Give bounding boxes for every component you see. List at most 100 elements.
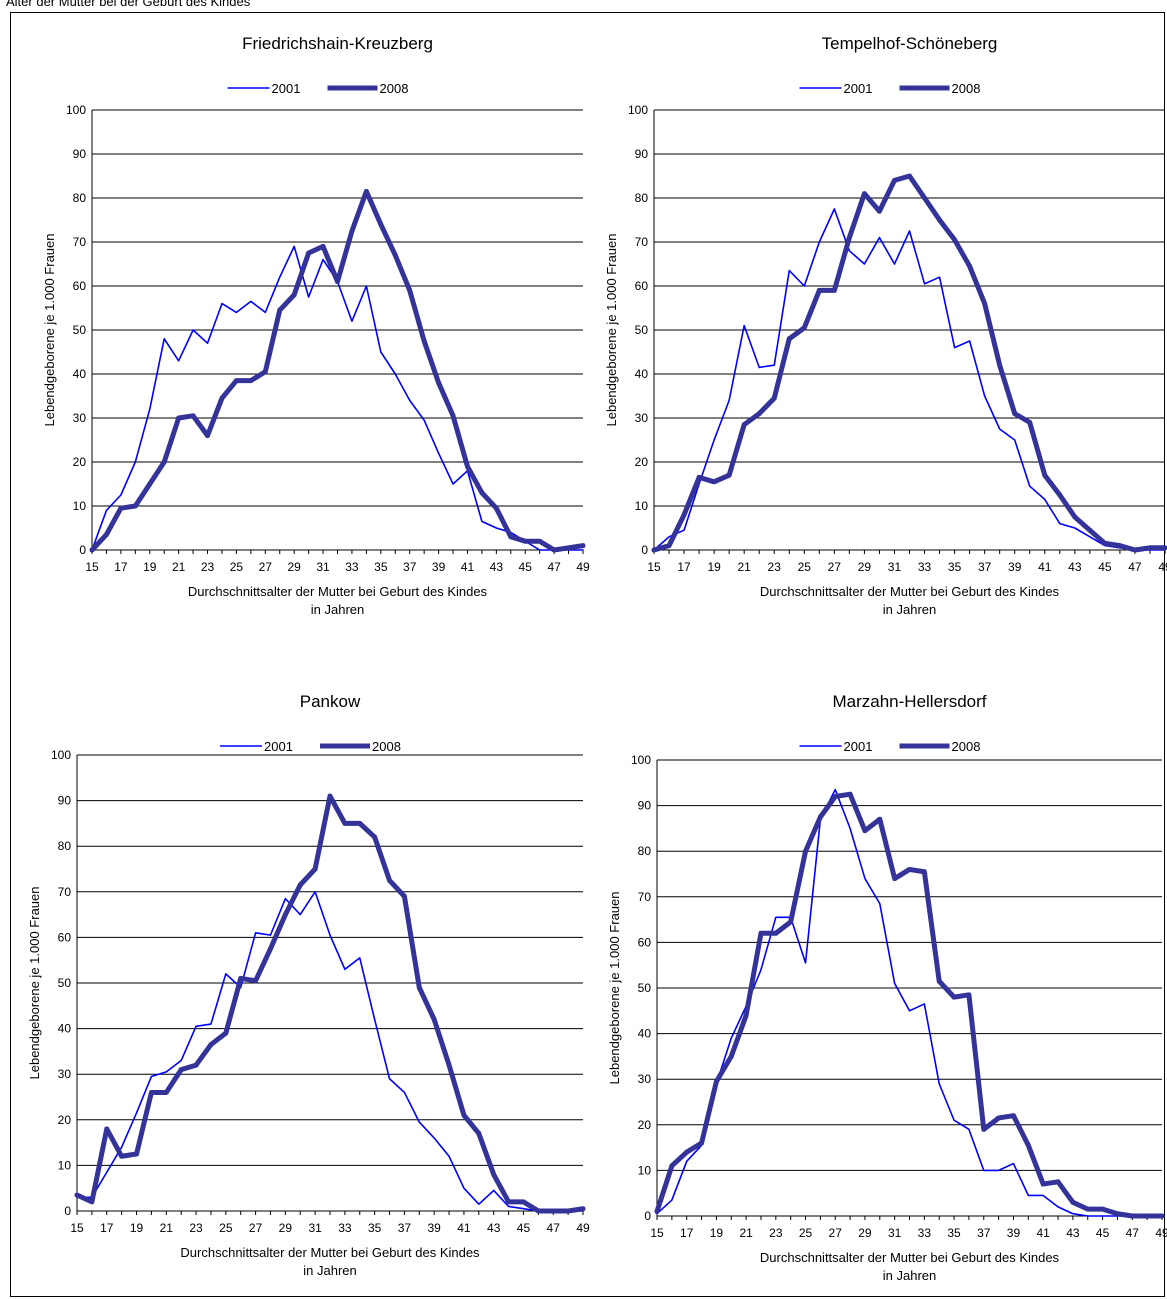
data-point	[194, 1063, 199, 1068]
y-tick-label: 20	[635, 455, 649, 469]
x-tick-label: 45	[519, 560, 533, 574]
data-point	[451, 413, 456, 418]
data-point	[581, 543, 585, 548]
data-point	[699, 1141, 704, 1146]
y-tick-label: 30	[635, 411, 649, 425]
x-tick-label: 39	[1008, 560, 1022, 574]
x-tick-label: 45	[1096, 1226, 1110, 1240]
y-tick-label: 10	[73, 499, 87, 513]
x-tick-label: 17	[677, 560, 691, 574]
chart-tempelhof-schoeneberg: Tempelhof-Schöneberg 2001 2008 0 10 20 30 40 50 6…	[604, 34, 1167, 617]
data-point	[833, 794, 838, 799]
series-line-2008	[654, 791, 1165, 1219]
legend: 2001 2008	[799, 81, 980, 96]
data-point	[133, 504, 138, 508]
y-tick-label: 0	[641, 543, 648, 557]
chart-friedrichshain-kreuzberg: Friedrichshain-Kreuzberg 2001 2008 0 10 20 30 4…	[42, 34, 590, 617]
data-point	[506, 1199, 511, 1204]
data-point	[253, 978, 258, 983]
x-tick-label: 31	[888, 1226, 902, 1240]
x-tick-label: 17	[100, 1221, 114, 1235]
x-axis-label-2: in Jahren	[303, 1263, 356, 1278]
y-tick-label: 60	[635, 279, 649, 293]
data-point	[306, 251, 311, 255]
data-point	[219, 396, 224, 401]
data-point	[981, 1127, 986, 1132]
x-axis-label: Durchschnittsalter der Mutter bei Geburt…	[180, 1245, 480, 1260]
y-tick-label: 0	[79, 543, 86, 557]
y-tick-label: 20	[638, 1118, 652, 1132]
y-tick-label: 10	[635, 499, 649, 513]
data-point	[566, 1209, 571, 1213]
x-axis-label-2: in Jahren	[883, 602, 936, 617]
data-point	[179, 1067, 184, 1072]
chart-title: Marzahn-Hellersdorf	[833, 692, 987, 711]
data-point	[1102, 541, 1107, 546]
x-tick-label: 43	[1066, 1226, 1080, 1240]
legend-label-2001: 2001	[264, 739, 293, 754]
x-tick-label: 23	[189, 1221, 203, 1235]
y-tick-label: 70	[635, 235, 649, 249]
x-tick-label: 19	[707, 560, 721, 574]
x-tick-label: 39	[427, 1221, 441, 1235]
y-tick-label: 80	[638, 844, 652, 858]
data-point	[134, 1152, 139, 1156]
y-tick-label: 70	[638, 890, 652, 904]
data-point	[1027, 420, 1032, 425]
series-line-2001	[656, 788, 1163, 1217]
data-point	[328, 794, 332, 799]
x-tick-label: 31	[308, 1221, 322, 1235]
x-tick-label: 21	[172, 560, 186, 574]
data-point	[205, 433, 210, 438]
data-point	[292, 292, 297, 297]
data-point	[494, 506, 499, 511]
y-tick-label: 40	[638, 1027, 652, 1041]
x-tick-label: 29	[858, 560, 872, 574]
data-point	[758, 931, 763, 936]
data-point	[712, 479, 717, 484]
data-point	[937, 979, 942, 984]
data-point	[149, 1090, 154, 1095]
x-axis-label: Durchschnittsalter der Mutter bei Geburt…	[760, 1250, 1060, 1265]
x-tick-label: 41	[1038, 560, 1052, 574]
x-tick-label: 23	[768, 560, 782, 574]
x-tick-label: 45	[1098, 560, 1112, 574]
x-tick-label: 27	[259, 560, 273, 574]
data-point	[892, 876, 897, 881]
y-tick-label: 80	[73, 191, 87, 205]
y-tick-label: 60	[638, 935, 652, 949]
x-tick-label: 25	[799, 1226, 813, 1240]
data-point	[298, 882, 303, 887]
data-point	[364, 189, 369, 194]
data-point	[682, 512, 687, 517]
x-tick-label: 47	[547, 560, 561, 574]
x-tick-label: 41	[461, 560, 475, 574]
data-point	[521, 1199, 526, 1204]
data-point	[436, 380, 441, 385]
data-point	[802, 325, 807, 330]
data-point	[952, 237, 957, 242]
data-point	[277, 308, 282, 313]
data-point	[922, 869, 927, 874]
data-point	[803, 849, 808, 854]
legend-label-2001: 2001	[272, 81, 301, 96]
x-tick-label: 41	[1036, 1226, 1050, 1240]
y-tick-label: 100	[631, 753, 651, 767]
data-point	[208, 1042, 213, 1047]
data-point	[727, 473, 732, 478]
x-tick-label: 35	[374, 560, 388, 574]
data-point	[1147, 545, 1152, 550]
data-point	[922, 196, 927, 200]
data-point	[1085, 1207, 1090, 1212]
chart-marzahn-hellersdorf: Marzahn-Hellersdorf 2001 2008 0 10 20 30 40 50 60…	[607, 692, 1167, 1283]
data-point	[162, 460, 167, 464]
data-point	[1117, 543, 1122, 548]
data-point	[335, 279, 340, 284]
data-point	[1160, 1214, 1164, 1218]
x-tick-label: 37	[977, 1226, 991, 1240]
x-tick-label: 21	[737, 560, 751, 574]
x-tick-label: 37	[978, 560, 992, 574]
y-tick-label: 100	[628, 103, 648, 117]
data-point	[479, 490, 484, 495]
data-point	[862, 191, 867, 196]
